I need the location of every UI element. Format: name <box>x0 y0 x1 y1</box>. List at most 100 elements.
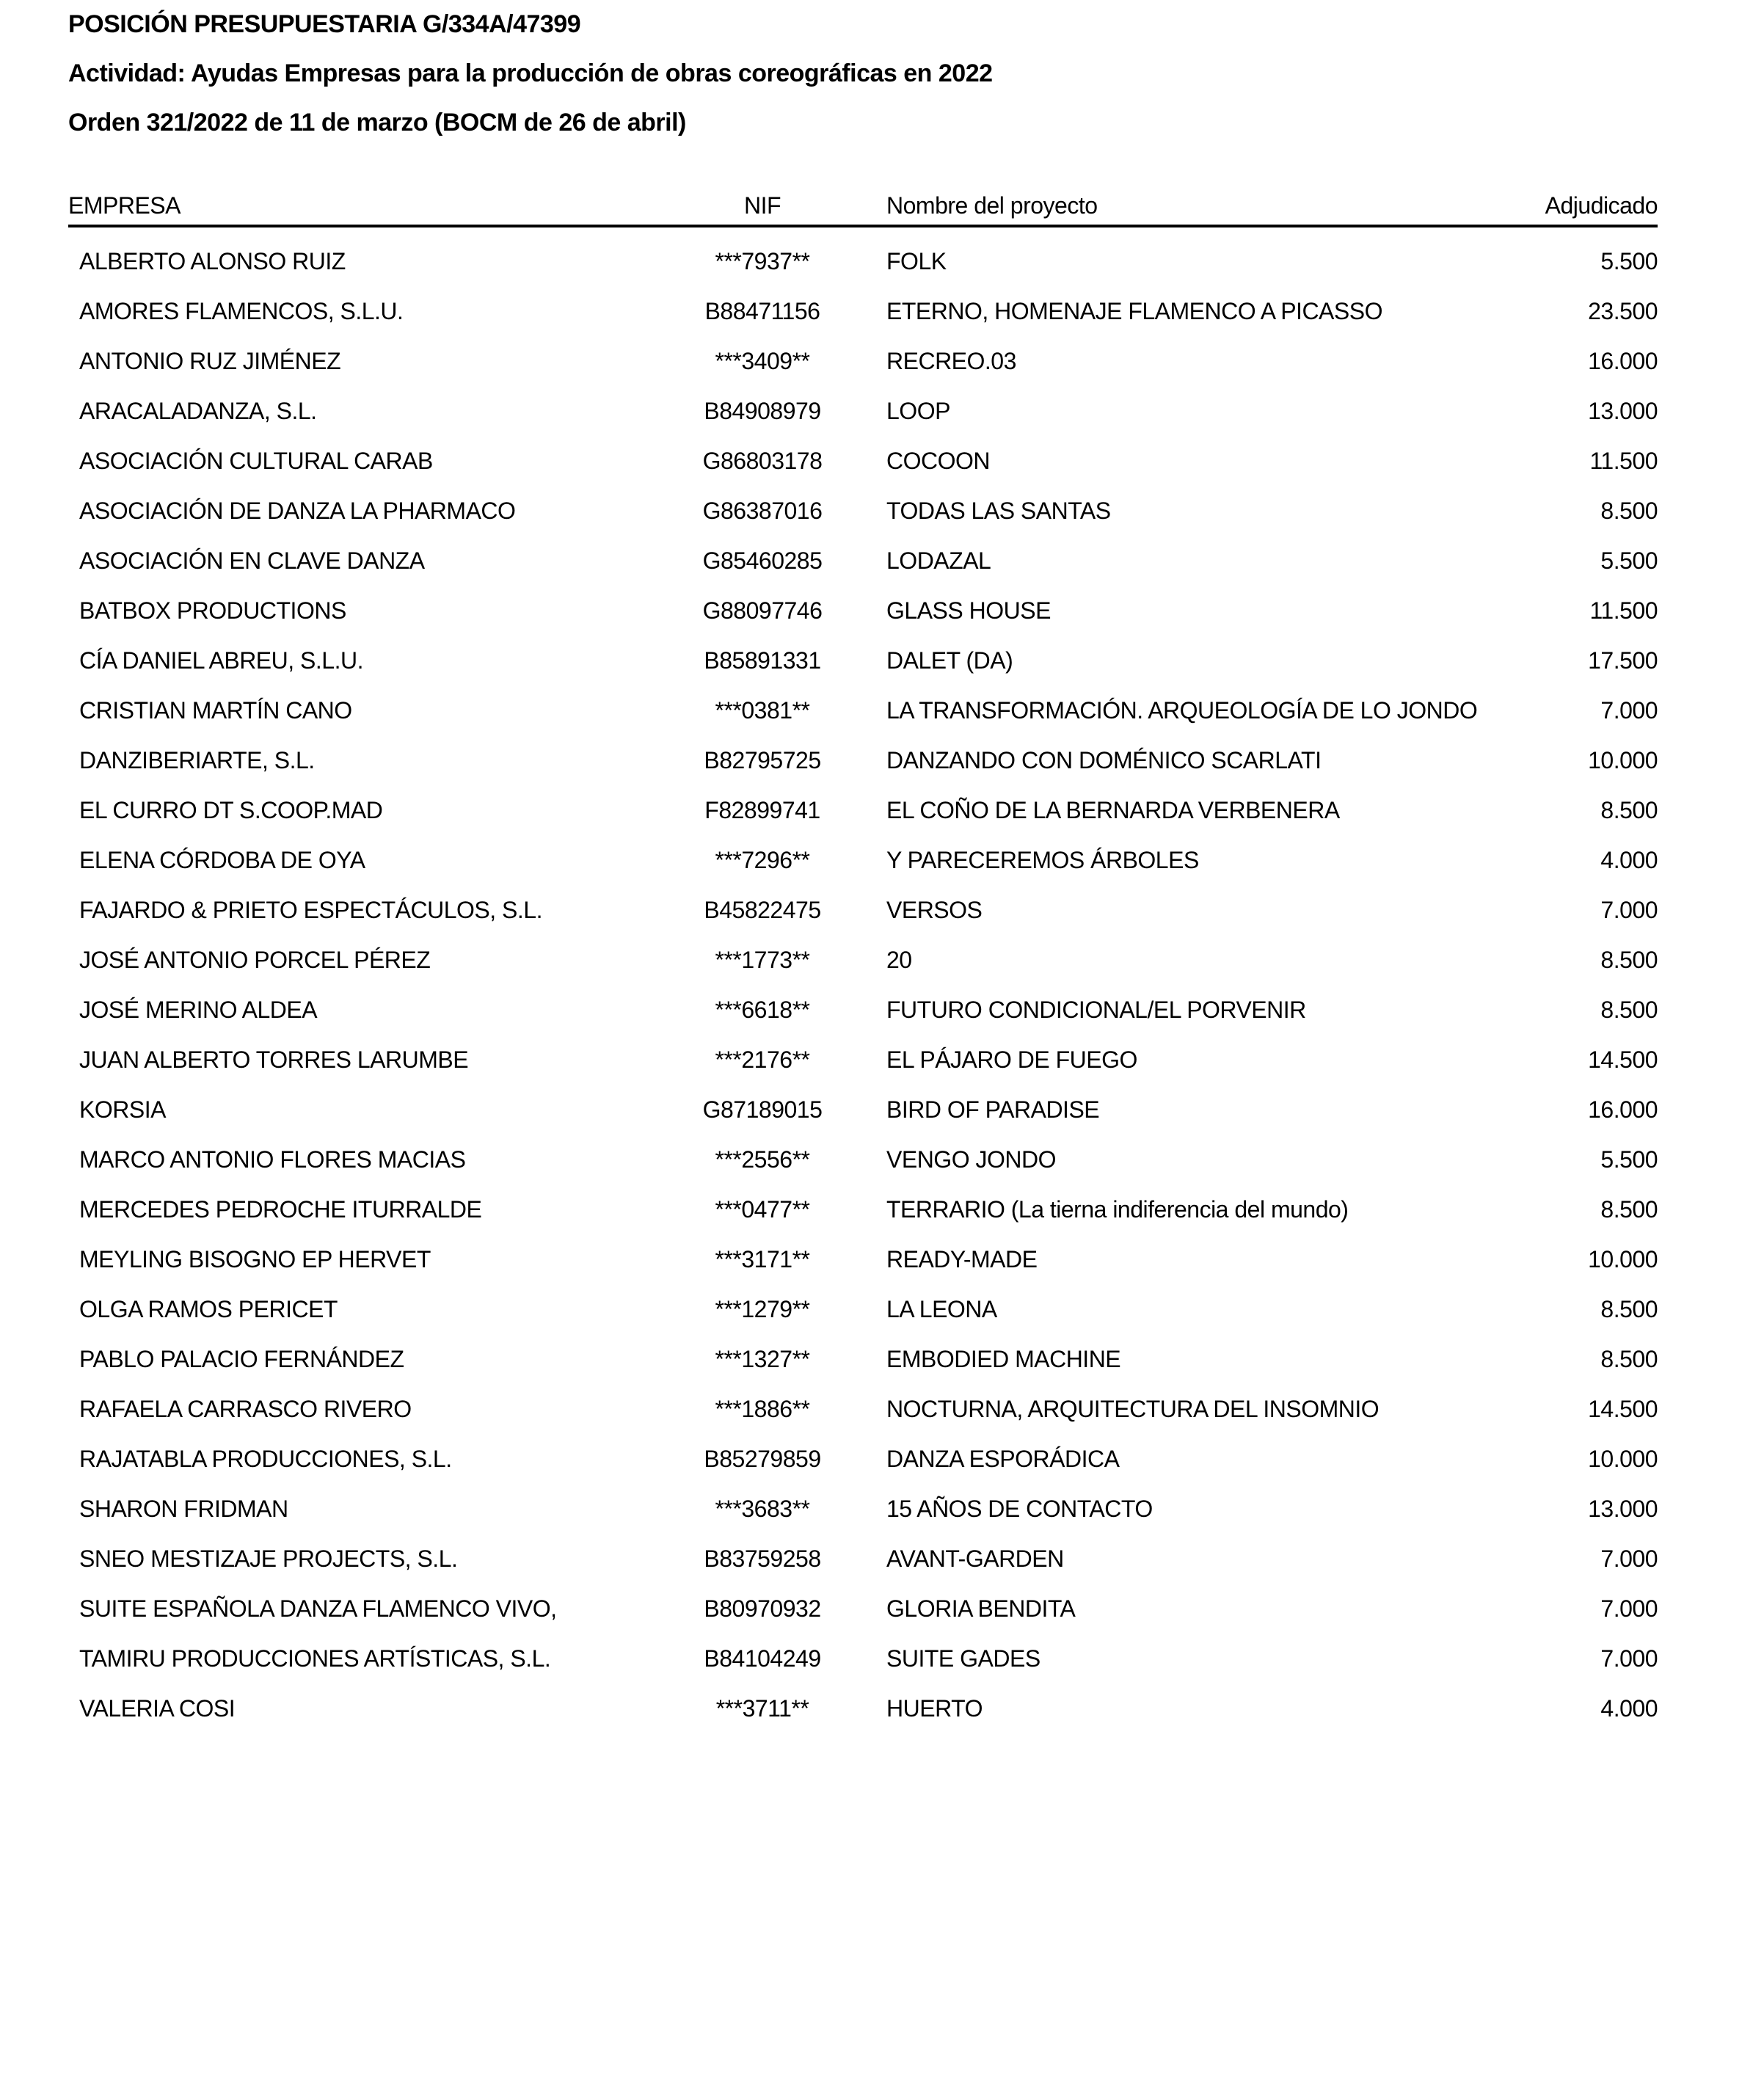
proyecto-cell: LA TRANSFORMACIÓN. ARQUEOLOGÍA DE LO JON… <box>886 696 1478 724</box>
empresa-cell: ASOCIACIÓN EN CLAVE DANZA <box>79 547 425 574</box>
empresa-cell: ARACALADANZA, S.L. <box>79 397 317 424</box>
table-row: OLGA RAMOS PERICET ***1279** LA LEONA 8.… <box>68 1284 1658 1334</box>
empresa-cell: JUAN ALBERTO TORRES LARUMBE <box>79 1046 469 1073</box>
empresa-cell: JOSÉ MERINO ALDEA <box>79 996 318 1023</box>
table-body: ALBERTO ALONSO RUIZ ***7937** FOLK 5.500… <box>68 227 1658 1733</box>
empresa-cell: ASOCIACIÓN CULTURAL CARAB <box>79 447 433 474</box>
table-row: ALBERTO ALONSO RUIZ ***7937** FOLK 5.500 <box>68 236 1658 286</box>
table-row: AMORES FLAMENCOS, S.L.U. B88471156 ETERN… <box>68 286 1658 336</box>
table-row: SUITE ESPAÑOLA DANZA FLAMENCO VIVO, B809… <box>68 1584 1658 1634</box>
table-row: MERCEDES PEDROCHE ITURRALDE ***0477** TE… <box>68 1184 1658 1234</box>
nif-cell: ***0381** <box>715 696 810 724</box>
proyecto-cell: NOCTURNA, ARQUITECTURA DEL INSOMNIO <box>886 1395 1380 1422</box>
adjudicado-cell: 8.500 <box>1600 497 1658 524</box>
empresa-cell: ELENA CÓRDOBA DE OYA <box>79 846 365 873</box>
adjudicado-cell: 10.000 <box>1588 746 1658 773</box>
adjudicado-cell: 13.000 <box>1588 1495 1658 1522</box>
proyecto-cell: SUITE GADES <box>886 1645 1040 1672</box>
table-row: RAJATABLA PRODUCCIONES, S.L. B85279859 D… <box>68 1434 1658 1484</box>
empresa-cell: JOSÉ ANTONIO PORCEL PÉREZ <box>79 946 431 973</box>
table-row: CRISTIAN MARTÍN CANO ***0381** LA TRANSF… <box>68 685 1658 735</box>
empresa-cell: EL CURRO DT S.COOP.MAD <box>79 796 383 823</box>
proyecto-cell: LOOP <box>886 397 950 424</box>
nif-cell: ***0477** <box>715 1195 810 1223</box>
table-row: EL CURRO DT S.COOP.MAD F82899741 EL COÑO… <box>68 785 1658 835</box>
nif-cell: ***1773** <box>715 946 810 973</box>
table-row: VALERIA COSI ***3711** HUERTO 4.000 <box>68 1683 1658 1733</box>
nif-cell: B45822475 <box>704 896 821 923</box>
nif-cell: B88471156 <box>704 297 820 324</box>
nif-cell: G88097746 <box>702 597 823 624</box>
table-header-row: EMPRESA NIF Nombre del proyecto Adjudica… <box>68 192 1658 227</box>
table-row: CÍA DANIEL ABREU, S.L.U. B85891331 DALET… <box>68 636 1658 685</box>
table-row: BATBOX PRODUCTIONS G88097746 GLASS HOUSE… <box>68 586 1658 636</box>
adjudicado-cell: 17.500 <box>1588 647 1658 674</box>
proyecto-cell: Y PARECEREMOS ÁRBOLES <box>886 846 1199 873</box>
activity-line: Actividad: Ayudas Empresas para la produ… <box>68 59 993 87</box>
table-row: PABLO PALACIO FERNÁNDEZ ***1327** EMBODI… <box>68 1334 1658 1384</box>
proyecto-cell: VERSOS <box>886 896 983 923</box>
budget-position-title: POSICIÓN PRESUPUESTARIA G/334A/47399 <box>68 10 581 38</box>
table-row: ASOCIACIÓN DE DANZA LA PHARMACO G8638701… <box>68 486 1658 536</box>
nif-cell: B83759258 <box>704 1545 821 1572</box>
adjudicado-cell: 10.000 <box>1588 1445 1658 1472</box>
nif-cell: ***2556** <box>715 1146 810 1173</box>
nif-cell: ***3409** <box>715 347 810 374</box>
empresa-cell: MERCEDES PEDROCHE ITURRALDE <box>79 1195 482 1223</box>
empresa-cell: MEYLING BISOGNO EP HERVET <box>79 1245 431 1272</box>
adjudicado-cell: 5.500 <box>1600 1146 1658 1173</box>
empresa-cell: ASOCIACIÓN DE DANZA LA PHARMACO <box>79 497 516 524</box>
table-row: DANZIBERIARTE, S.L. B82795725 DANZANDO C… <box>68 735 1658 785</box>
proyecto-cell: FOLK <box>886 247 947 274</box>
adjudicado-cell: 8.500 <box>1600 946 1658 973</box>
grants-table: EMPRESA NIF Nombre del proyecto Adjudica… <box>68 192 1658 1733</box>
nif-cell: B84908979 <box>704 397 821 424</box>
proyecto-cell: EL COÑO DE LA BERNARDA VERBENERA <box>886 796 1340 823</box>
nif-cell: ***7937** <box>715 247 810 274</box>
empresa-cell: CÍA DANIEL ABREU, S.L.U. <box>79 647 363 674</box>
nif-cell: G85460285 <box>702 547 823 574</box>
nif-cell: B80970932 <box>704 1595 821 1622</box>
header-empresa: EMPRESA <box>68 192 181 219</box>
nif-cell: ***1279** <box>715 1295 810 1322</box>
adjudicado-cell: 8.500 <box>1600 796 1658 823</box>
proyecto-cell: GLORIA BENDITA <box>886 1595 1076 1622</box>
nif-cell: ***1886** <box>715 1395 810 1422</box>
table-row: SNEO MESTIZAJE PROJECTS, S.L. B83759258 … <box>68 1534 1658 1584</box>
proyecto-cell: DANZANDO CON DOMÉNICO SCARLATI <box>886 746 1322 773</box>
adjudicado-cell: 23.500 <box>1588 297 1658 324</box>
adjudicado-cell: 5.500 <box>1600 547 1658 574</box>
table-row: ANTONIO RUZ JIMÉNEZ ***3409** RECREO.03 … <box>68 336 1658 386</box>
nif-cell: B85279859 <box>704 1445 821 1472</box>
empresa-cell: TAMIRU PRODUCCIONES ARTÍSTICAS, S.L. <box>79 1645 551 1672</box>
adjudicado-cell: 7.000 <box>1600 896 1658 923</box>
adjudicado-cell: 8.500 <box>1600 1295 1658 1322</box>
adjudicado-cell: 7.000 <box>1600 696 1658 724</box>
adjudicado-cell: 5.500 <box>1600 247 1658 274</box>
proyecto-cell: VENGO JONDO <box>886 1146 1056 1173</box>
table-row: TAMIRU PRODUCCIONES ARTÍSTICAS, S.L. B84… <box>68 1634 1658 1683</box>
proyecto-cell: DANZA ESPORÁDICA <box>886 1445 1120 1472</box>
proyecto-cell: READY-MADE <box>886 1245 1038 1272</box>
table-row: MARCO ANTONIO FLORES MACIAS ***2556** VE… <box>68 1135 1658 1184</box>
empresa-cell: SNEO MESTIZAJE PROJECTS, S.L. <box>79 1545 458 1572</box>
empresa-cell: FAJARDO & PRIETO ESPECTÁCULOS, S.L. <box>79 896 542 923</box>
proyecto-cell: DALET (DA) <box>886 647 1013 674</box>
proyecto-cell: ETERNO, HOMENAJE FLAMENCO A PICASSO <box>886 297 1382 324</box>
proyecto-cell: EMBODIED MACHINE <box>886 1345 1121 1372</box>
nif-cell: ***3711** <box>715 1694 809 1722</box>
table-row: JUAN ALBERTO TORRES LARUMBE ***2176** EL… <box>68 1035 1658 1085</box>
table-row: ASOCIACIÓN EN CLAVE DANZA G85460285 LODA… <box>68 536 1658 586</box>
proyecto-cell: LODAZAL <box>886 547 991 574</box>
table-row: MEYLING BISOGNO EP HERVET ***3171** READ… <box>68 1234 1658 1284</box>
nif-cell: ***3683** <box>715 1495 810 1522</box>
adjudicado-cell: 16.000 <box>1588 1096 1658 1123</box>
table-row: SHARON FRIDMAN ***3683** 15 AÑOS DE CONT… <box>68 1484 1658 1534</box>
proyecto-cell: BIRD OF PARADISE <box>886 1096 1100 1123</box>
table-row: RAFAELA CARRASCO RIVERO ***1886** NOCTUR… <box>68 1384 1658 1434</box>
table-row: ELENA CÓRDOBA DE OYA ***7296** Y PARECER… <box>68 835 1658 885</box>
proyecto-cell: FUTURO CONDICIONAL/EL PORVENIR <box>886 996 1306 1023</box>
empresa-cell: KORSIA <box>79 1096 166 1123</box>
empresa-cell: SUITE ESPAÑOLA DANZA FLAMENCO VIVO, <box>79 1595 557 1622</box>
nif-cell: G86803178 <box>702 447 823 474</box>
